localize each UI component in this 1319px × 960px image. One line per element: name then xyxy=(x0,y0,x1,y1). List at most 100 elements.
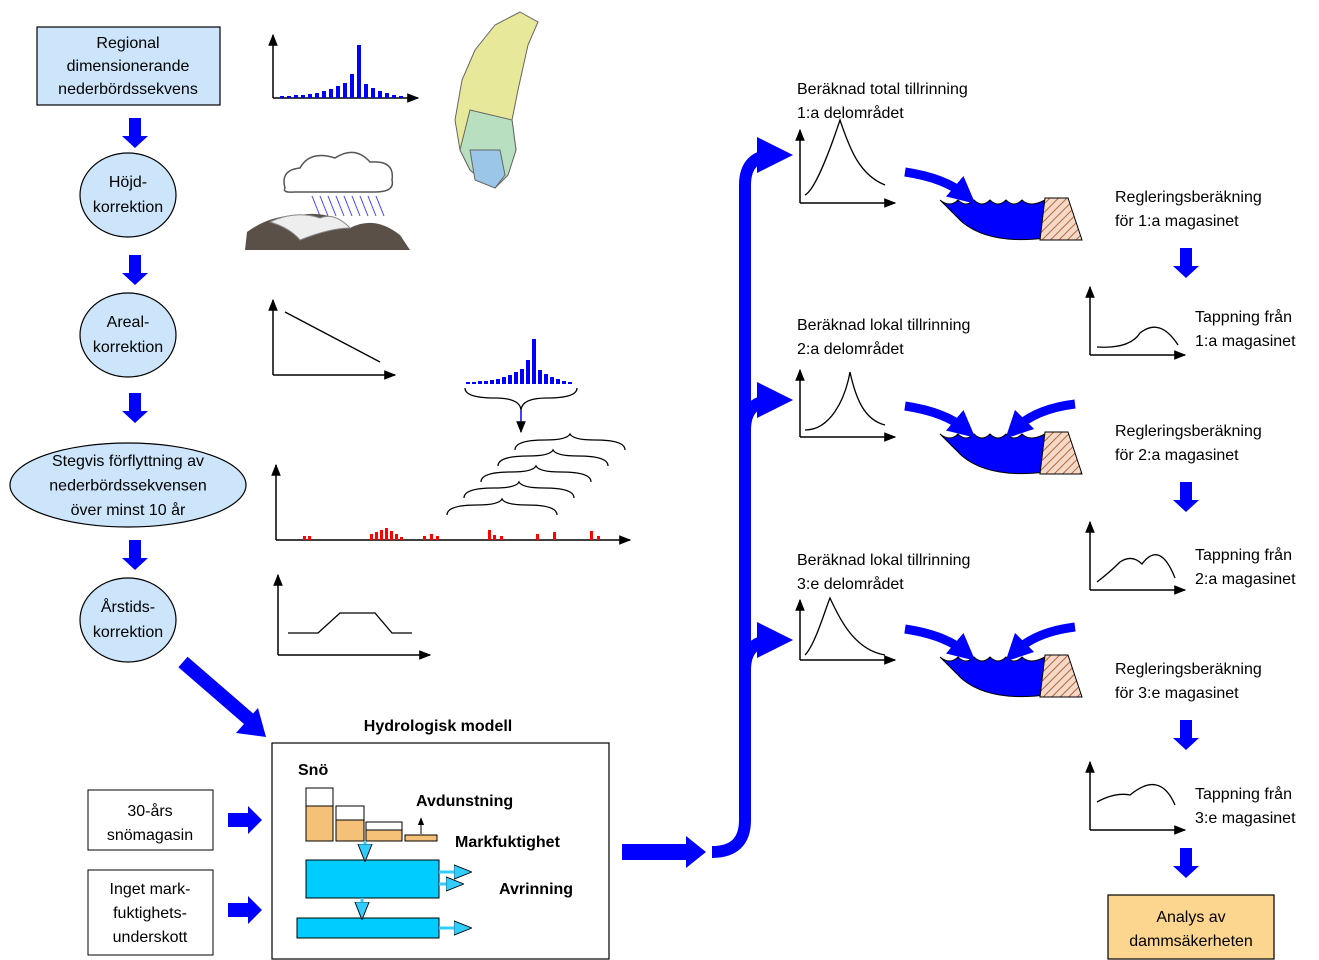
subarea-label: 1:a delområdet xyxy=(797,104,904,122)
release-label: 2:a magasinet xyxy=(1195,571,1296,588)
block-arrow xyxy=(178,656,255,726)
block-arrow xyxy=(122,255,148,285)
bar xyxy=(500,536,503,540)
block-arrow xyxy=(236,708,266,737)
model-label: Markfuktighet xyxy=(455,834,561,851)
node-ellipse xyxy=(9,442,247,528)
inflow-arrow xyxy=(1005,622,1076,662)
block-arrow xyxy=(228,806,262,834)
regulation-label: Regleringsberäkning xyxy=(1115,189,1262,206)
release-label: Tappning från xyxy=(1195,546,1292,564)
input-box xyxy=(87,789,214,851)
bar xyxy=(357,45,361,98)
bar xyxy=(280,96,284,98)
input-label: snömagasin xyxy=(107,827,193,844)
node-label: dimensionerande xyxy=(67,58,190,75)
node-ellipse xyxy=(79,577,177,663)
soil-store xyxy=(404,834,438,842)
rain xyxy=(343,195,353,217)
bar xyxy=(308,94,312,98)
bar xyxy=(308,536,311,540)
bar xyxy=(472,382,476,384)
bar xyxy=(364,84,368,98)
bar xyxy=(526,360,530,384)
rain xyxy=(359,195,369,217)
block-arrow xyxy=(122,118,148,148)
bar xyxy=(371,88,375,98)
input-label: underskott xyxy=(113,929,188,946)
bar xyxy=(385,528,388,540)
bar xyxy=(490,380,494,384)
curve xyxy=(497,448,609,467)
bar xyxy=(370,534,373,540)
bar xyxy=(502,377,506,384)
release-label: 3:e magasinet xyxy=(1195,810,1296,827)
curve xyxy=(1096,783,1176,806)
curve xyxy=(804,117,886,196)
bar xyxy=(493,535,496,540)
bar xyxy=(350,74,354,98)
block-arrow xyxy=(1173,482,1199,512)
node-label: Årstids- xyxy=(101,597,155,616)
release-label: Tappning från xyxy=(1195,308,1292,326)
bar xyxy=(390,531,393,540)
node-label: korrektion xyxy=(93,339,163,356)
snow-store xyxy=(365,821,403,831)
bar xyxy=(436,536,439,540)
input-box xyxy=(87,869,214,956)
block-arrow xyxy=(1173,720,1199,750)
trunk xyxy=(739,622,793,671)
soil-store xyxy=(305,805,334,842)
curve xyxy=(1096,326,1179,348)
inflow-arrow xyxy=(904,624,976,661)
map-region xyxy=(469,149,506,189)
node-label: Areal- xyxy=(107,314,150,331)
bar xyxy=(322,91,326,98)
node-ellipse xyxy=(79,292,177,378)
input-label: Inget mark- xyxy=(110,881,191,898)
model-label: Avdunstning xyxy=(416,793,513,810)
bar xyxy=(315,93,319,98)
input-label: 30-års xyxy=(127,802,172,820)
bar xyxy=(375,532,378,540)
regulation-label: för 2:a magasinet xyxy=(1115,447,1239,464)
node-label: nederbördssekvens xyxy=(58,81,198,98)
input-label: fuktighets- xyxy=(113,905,187,922)
subarea-label: 3:e delområdet xyxy=(797,575,904,593)
node-ellipse xyxy=(79,152,177,238)
block-arrow xyxy=(122,540,148,570)
curve xyxy=(464,387,578,411)
model-label: Snö xyxy=(298,762,328,779)
node-label: över minst 10 år xyxy=(71,501,186,519)
rain xyxy=(319,195,329,217)
regulation-label: Regleringsberäkning xyxy=(1115,423,1262,440)
rain xyxy=(327,195,337,217)
node-label: korrektion xyxy=(93,199,163,216)
bar xyxy=(536,534,539,540)
block-arrow xyxy=(122,393,148,423)
bar xyxy=(399,96,403,98)
node-box xyxy=(36,26,221,106)
regulation-label: Regleringsberäkning xyxy=(1115,661,1262,678)
bar xyxy=(478,381,482,384)
model-label: Avrinning xyxy=(499,881,573,898)
curve xyxy=(804,371,886,431)
soil-store xyxy=(335,819,365,842)
bar xyxy=(303,536,306,540)
bar xyxy=(378,91,382,98)
node-label: Höjd- xyxy=(109,174,147,191)
node-label: Stegvis förflyttning av xyxy=(52,453,204,470)
release-label: Tappning från xyxy=(1195,785,1292,803)
inflow-arrow xyxy=(904,167,976,204)
curve xyxy=(804,596,886,656)
curve xyxy=(284,311,381,363)
rain xyxy=(311,195,321,217)
dam xyxy=(1039,431,1083,475)
bar xyxy=(329,89,333,98)
block-arrow xyxy=(1173,248,1199,278)
bar xyxy=(336,86,340,98)
curve xyxy=(1096,554,1176,583)
inflow-arrow xyxy=(1005,399,1076,439)
bar xyxy=(550,377,554,384)
